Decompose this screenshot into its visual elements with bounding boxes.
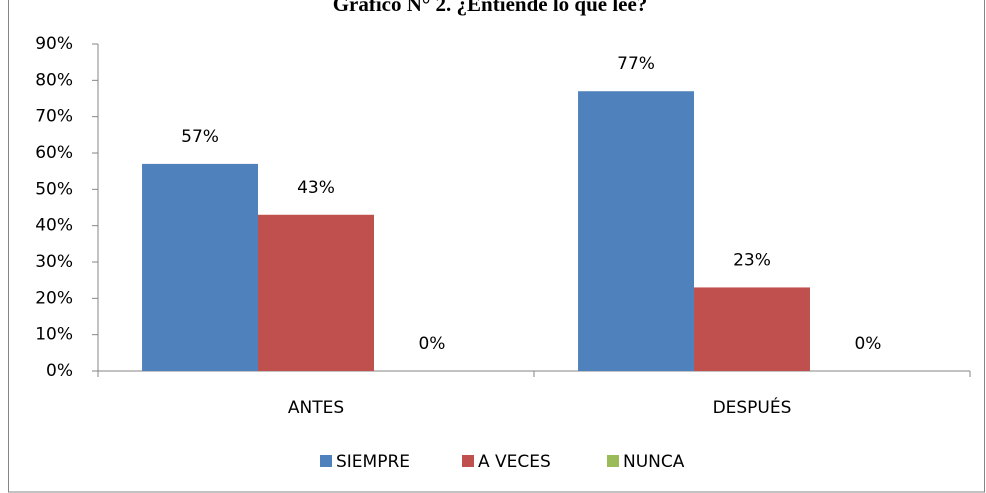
y-tick-label: 40% xyxy=(35,216,73,236)
legend-label: A VECES xyxy=(478,452,551,472)
legend-swatch xyxy=(607,455,619,467)
legend-swatch xyxy=(462,455,474,467)
y-tick-label: 30% xyxy=(35,252,73,272)
y-tick-label: 50% xyxy=(35,179,73,199)
y-tick-label: 10% xyxy=(35,325,73,345)
y-tick-label: 60% xyxy=(35,143,73,163)
y-tick-label: 0% xyxy=(46,361,73,381)
bar xyxy=(142,163,259,371)
value-label: 43% xyxy=(297,178,335,198)
x-tick-label: DESPUÉS xyxy=(713,396,792,418)
y-tick-label: 90% xyxy=(35,34,73,54)
y-tick-label: 20% xyxy=(35,288,73,308)
value-label: 0% xyxy=(418,334,445,354)
legend-label: SIEMPRE xyxy=(336,452,410,472)
y-tick-label: 80% xyxy=(35,70,73,90)
value-label: 23% xyxy=(733,250,771,270)
value-label: 57% xyxy=(181,127,219,147)
bar xyxy=(258,214,374,371)
bar xyxy=(694,287,810,371)
y-tick-label: 70% xyxy=(35,107,73,127)
value-label: 77% xyxy=(617,54,655,74)
legend-swatch xyxy=(320,455,332,467)
x-tick-label: ANTES xyxy=(288,398,344,418)
value-label: 0% xyxy=(854,334,881,354)
legend-label: NUNCA xyxy=(623,452,685,472)
chart-title: Gráfico N° 2. ¿Entiende lo que lee? xyxy=(333,0,648,16)
bar xyxy=(578,91,695,371)
